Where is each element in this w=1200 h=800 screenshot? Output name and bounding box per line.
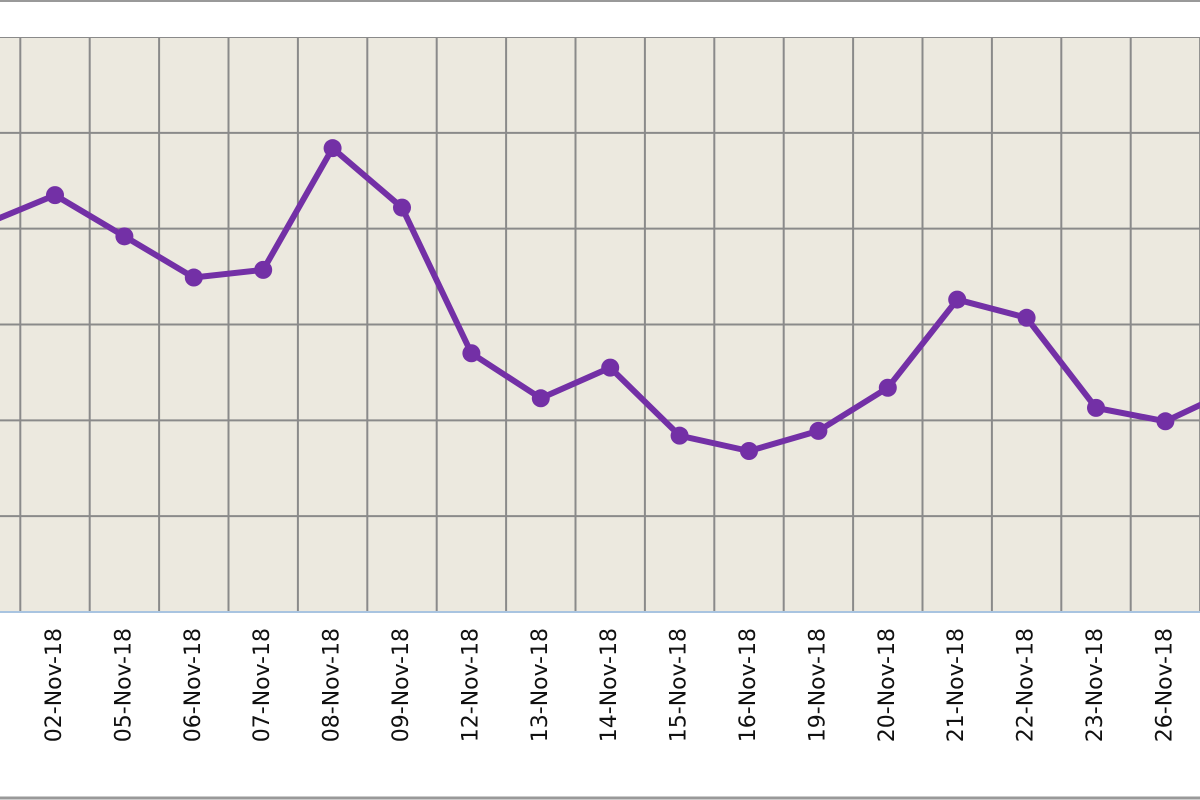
x-tick-label: 26-Nov-18 (1152, 628, 1177, 742)
data-point (393, 198, 411, 217)
x-tick-label: 19-Nov-18 (805, 628, 830, 742)
data-point (115, 227, 134, 246)
data-point (254, 260, 273, 279)
data-point (601, 358, 620, 377)
data-point (948, 290, 967, 309)
data-point (46, 186, 64, 205)
x-tick-label: 15-Nov-18 (667, 628, 692, 742)
data-point (323, 139, 342, 158)
x-tick-label: 21-Nov-18 (944, 628, 969, 742)
x-tick-label: 14-Nov-18 (597, 628, 622, 742)
x-tick-label: 02-Nov-18 (42, 628, 67, 742)
x-tick-label: 08-Nov-18 (320, 628, 345, 742)
x-tick-label: 16-Nov-18 (736, 628, 761, 742)
data-point (184, 268, 203, 287)
x-tick-label: 05-Nov-18 (111, 628, 136, 742)
data-point (670, 426, 689, 445)
data-point (1017, 308, 1036, 327)
data-point (809, 421, 828, 440)
x-tick-label: 07-Nov-18 (250, 628, 275, 742)
x-tick-label: 13-Nov-18 (528, 628, 553, 742)
x-tick-label: 20-Nov-18 (875, 628, 900, 742)
data-point (878, 378, 897, 397)
data-point (1087, 398, 1105, 417)
data-point (531, 389, 550, 408)
x-tick-label: 06-Nov-18 (181, 628, 206, 742)
data-point (462, 344, 481, 363)
x-tick-label: 12-Nov-18 (458, 628, 483, 742)
x-tick-label: 23-Nov-18 (1083, 628, 1108, 742)
data-point (1156, 412, 1175, 431)
data-point (740, 442, 758, 460)
x-tick-label: 22-Nov-18 (1014, 628, 1039, 742)
x-tick-label: 09-Nov-18 (389, 628, 414, 742)
